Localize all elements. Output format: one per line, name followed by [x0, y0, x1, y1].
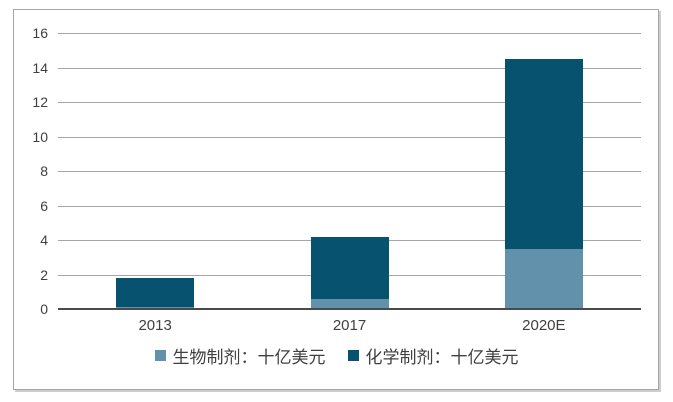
bar-segment-2017-biologics: [310, 298, 389, 309]
gridline-10: [58, 136, 641, 138]
y-tick-label-0: 0: [40, 301, 48, 317]
gridline-8: [58, 171, 641, 172]
bar-segment-2020E-chemicals: [504, 58, 583, 249]
y-tick-label-10: 10: [32, 128, 48, 145]
y-tick-label-16: 16: [32, 25, 48, 41]
legend: 生物制剂：十亿美元 化学制剂：十亿美元: [0, 343, 673, 368]
legend-label-biologics: 生物制剂：十亿美元: [172, 348, 326, 367]
legend-item-chemicals: 化学制剂：十亿美元: [347, 343, 519, 368]
x-axis-line: [58, 308, 641, 310]
y-tick-label-12: 12: [32, 94, 48, 110]
gridline-6: [58, 205, 641, 207]
bar-segment-2013-chemicals: [116, 277, 195, 308]
legend-label-chemicals: 化学制剂：十亿美元: [365, 348, 519, 367]
y-tick-label-4: 4: [40, 232, 48, 248]
y-tick-label-8: 8: [40, 163, 48, 179]
gridline-12: [58, 102, 641, 103]
y-tick-label-6: 6: [40, 197, 48, 214]
gridline-14: [58, 67, 641, 69]
legend-color-swatch-chemicals: [347, 350, 359, 361]
x-tick-label-2020E: 2020E: [522, 317, 566, 334]
legend-item-biologics: 生物制剂：十亿美元: [154, 343, 326, 368]
gridline-16: [58, 33, 641, 34]
y-tick-label-14: 14: [32, 59, 48, 76]
legend-color-swatch-biologics: [154, 350, 166, 361]
y-tick-label-2: 2: [40, 266, 48, 283]
bar-segment-2017-chemicals: [310, 236, 389, 299]
chart-frame: 0 2 4 6 8 10 12 14 16 2013 2017 2020E: [13, 9, 659, 390]
x-tick-label-2013: 2013: [138, 317, 172, 334]
x-tick-label-2017: 2017: [332, 317, 367, 334]
bar-segment-2020E-biologics: [504, 248, 583, 309]
